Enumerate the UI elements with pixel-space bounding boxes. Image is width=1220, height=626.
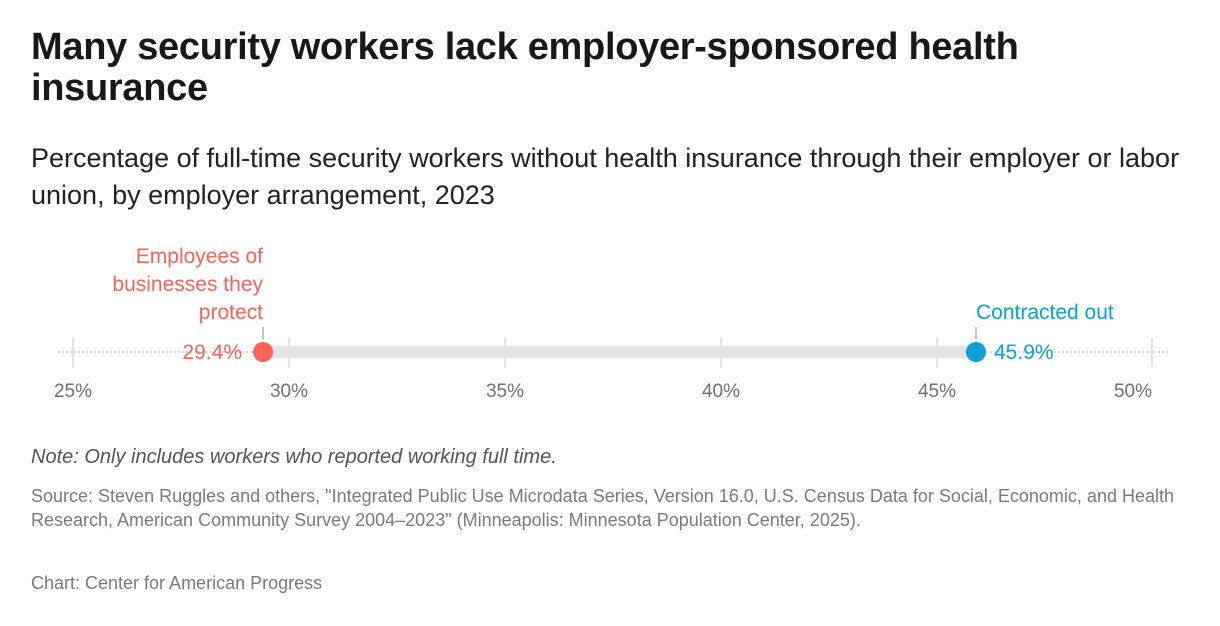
label-contracted-line-1: Contracted out (976, 301, 1114, 324)
chart-note: Note: Only includes workers who reported… (31, 446, 557, 468)
label-employees: Employees of businesses they protect (112, 243, 263, 327)
x-tick-45: 45% (917, 381, 957, 402)
connector-contracted (975, 327, 977, 339)
gridline-25 (72, 338, 74, 367)
gridline-50 (1151, 338, 1153, 367)
connector-employees (262, 327, 264, 339)
chart-title: Many security workers lack employer-spon… (31, 26, 1019, 109)
dot-range-chart: 25% 30% 35% 40% 45% 50% Employees of bus… (0, 230, 1220, 420)
label-contracted: Contracted out (976, 299, 1114, 327)
x-tick-35: 35% (485, 381, 525, 402)
label-employees-line-2: businesses they (112, 273, 263, 296)
value-contracted: 45.9% (994, 341, 1054, 364)
x-tick-25: 25% (53, 381, 93, 402)
label-employees-line-1: Employees of (135, 245, 263, 268)
dot-contracted[interactable] (966, 342, 986, 362)
chart-subtitle: Percentage of full-time security workers… (31, 143, 1180, 210)
chart-source: Source: Steven Ruggles and others, "Inte… (31, 486, 1174, 530)
x-tick-30: 30% (269, 381, 309, 402)
x-tick-40: 40% (701, 381, 741, 402)
chart-credit: Chart: Center for American Progress (31, 573, 323, 593)
dot-employees[interactable] (253, 342, 273, 362)
x-tick-50: 50% (1113, 381, 1153, 402)
label-employees-line-3: protect (198, 301, 263, 324)
range-bar (263, 346, 976, 358)
value-employees: 29.4% (182, 341, 242, 364)
